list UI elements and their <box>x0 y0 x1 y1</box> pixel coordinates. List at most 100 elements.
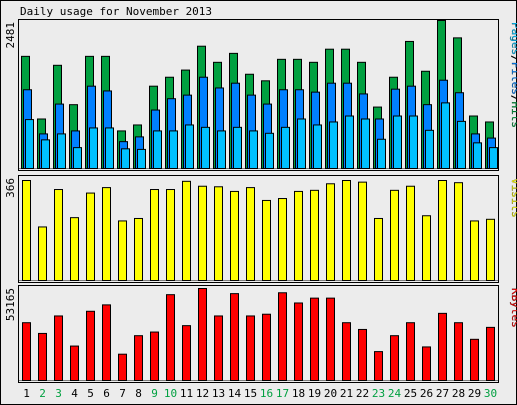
bar-kbytes-21 <box>342 322 351 381</box>
bar-visits-2 <box>38 226 47 282</box>
bar-visits-16 <box>262 199 271 281</box>
bar-kbytes-19 <box>310 297 319 381</box>
bar-pages-5 <box>89 127 98 170</box>
bar-pages-28 <box>457 120 466 169</box>
panel-visits: 366 Visits <box>4 175 517 283</box>
x-tick-label-20: 20 <box>324 387 337 400</box>
bar-pages-9 <box>153 130 162 169</box>
bar-pages-10 <box>169 130 178 169</box>
bar-visits-22 <box>358 181 367 281</box>
bar-visits-20 <box>326 183 335 281</box>
x-tick-label-25: 25 <box>404 387 417 400</box>
bar-visits-19 <box>310 189 319 281</box>
bar-pages-29 <box>473 142 482 170</box>
bar-pages-12 <box>201 126 210 170</box>
legend-entry-usage-2: Files <box>509 62 517 95</box>
bar-kbytes-28 <box>454 322 463 381</box>
x-tick-label-5: 5 <box>87 387 94 400</box>
x-tick-label-21: 21 <box>340 387 353 400</box>
bar-visits-9 <box>150 189 159 281</box>
x-tick-label-23: 23 <box>372 387 385 400</box>
legend-visits: Visits <box>509 178 517 218</box>
bar-pages-3 <box>57 133 66 169</box>
bar-kbytes-4 <box>70 345 79 381</box>
legend-usage: Pages/Files/Hits <box>509 22 517 128</box>
bar-kbytes-10 <box>166 294 175 381</box>
bar-pages-27 <box>441 102 450 169</box>
bar-pages-14 <box>233 126 242 170</box>
x-tick-label-16: 16 <box>260 387 273 400</box>
bar-visits-12 <box>198 185 207 281</box>
bar-kbytes-14 <box>230 293 239 382</box>
bar-kbytes-2 <box>38 332 47 381</box>
y-max-label-kbytes: 53165 <box>4 288 17 321</box>
x-tick-label-3: 3 <box>55 387 62 400</box>
bar-pages-19 <box>313 124 322 169</box>
bar-visits-14 <box>230 190 239 281</box>
bar-pages-24 <box>393 115 402 169</box>
bar-pages-30 <box>489 147 498 169</box>
bar-pages-22 <box>361 118 370 170</box>
panel-frame-usage <box>18 19 499 171</box>
bar-visits-3 <box>54 189 63 281</box>
bar-pages-6 <box>105 127 114 170</box>
bar-visits-13 <box>214 186 223 281</box>
bar-kbytes-23 <box>374 351 383 381</box>
bar-pages-15 <box>249 130 258 169</box>
bar-pages-2 <box>41 139 50 169</box>
bar-visits-7 <box>118 220 127 282</box>
bar-visits-17 <box>278 198 287 282</box>
x-tick-label-19: 19 <box>308 387 321 400</box>
bar-visits-11 <box>182 180 191 281</box>
x-tick-label-12: 12 <box>196 387 209 400</box>
bar-pages-21 <box>345 115 354 169</box>
bar-kbytes-13 <box>214 315 223 381</box>
bar-visits-26 <box>422 215 431 281</box>
legend-entry-usage-1: / <box>509 55 517 62</box>
legend-entry-usage-3: / <box>509 95 517 102</box>
bar-kbytes-12 <box>198 288 207 381</box>
x-tick-label-26: 26 <box>420 387 433 400</box>
x-tick-label-6: 6 <box>103 387 110 400</box>
bar-kbytes-17 <box>278 292 287 382</box>
legend-entry-usage-4: Hits <box>509 102 517 129</box>
bar-pages-11 <box>185 124 194 169</box>
x-tick-label-8: 8 <box>135 387 142 400</box>
bar-pages-8 <box>137 148 146 169</box>
panel-frame-kbytes <box>18 285 499 383</box>
x-tick-label-11: 11 <box>180 387 193 400</box>
series-visits <box>22 180 495 282</box>
bar-kbytes-9 <box>150 331 159 381</box>
bar-pages-18 <box>297 118 306 170</box>
y-max-label-usage: 2481 <box>4 22 17 49</box>
bar-kbytes-24 <box>390 335 399 381</box>
x-tick-label-27: 27 <box>436 387 449 400</box>
chart-title: Daily usage for November 2013 <box>20 5 212 18</box>
bar-visits-8 <box>134 217 143 282</box>
x-tick-label-13: 13 <box>212 387 225 400</box>
bar-pages-25 <box>409 115 418 169</box>
bar-kbytes-22 <box>358 328 367 382</box>
x-tick-label-30: 30 <box>484 387 497 400</box>
bar-visits-24 <box>390 189 399 281</box>
panel-frame-visits <box>18 175 499 283</box>
bar-visits-27 <box>438 180 447 281</box>
bar-pages-4 <box>73 147 82 169</box>
series-pages <box>25 102 498 170</box>
bar-kbytes-11 <box>182 325 191 381</box>
x-tick-label-24: 24 <box>388 387 402 400</box>
legend-entry-kbytes-0: KBytes <box>509 288 517 328</box>
legend-kbytes: KBytes <box>509 288 517 328</box>
bar-pages-13 <box>217 130 226 169</box>
bar-kbytes-20 <box>326 297 335 381</box>
series-kbytes <box>22 288 495 382</box>
bar-kbytes-5 <box>86 310 95 381</box>
x-tick-label-17: 17 <box>276 387 289 400</box>
x-tick-label-15: 15 <box>244 387 257 400</box>
bar-kbytes-30 <box>486 326 495 381</box>
x-tick-label-7: 7 <box>119 387 126 400</box>
bar-kbytes-29 <box>470 338 479 381</box>
legend-entry-usage-0: Pages <box>509 22 517 55</box>
